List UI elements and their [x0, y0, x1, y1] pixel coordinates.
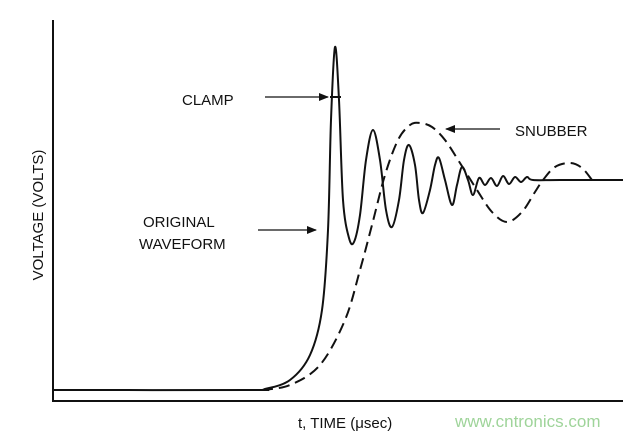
original-waveform-curve: [53, 45, 623, 392]
y-axis-label: VOLTAGE (VOLTS): [30, 150, 47, 281]
clamp-label: CLAMP: [182, 92, 234, 109]
snubber-label: SNUBBER: [515, 123, 588, 140]
original-label-line2: WAVEFORM: [139, 236, 226, 253]
watermark: www.cntronics.com: [454, 412, 600, 431]
x-axis-label: t, TIME (μsec): [298, 415, 392, 432]
original-label-line1: ORIGINAL: [143, 214, 215, 231]
snubber-curve: [261, 121, 593, 391]
